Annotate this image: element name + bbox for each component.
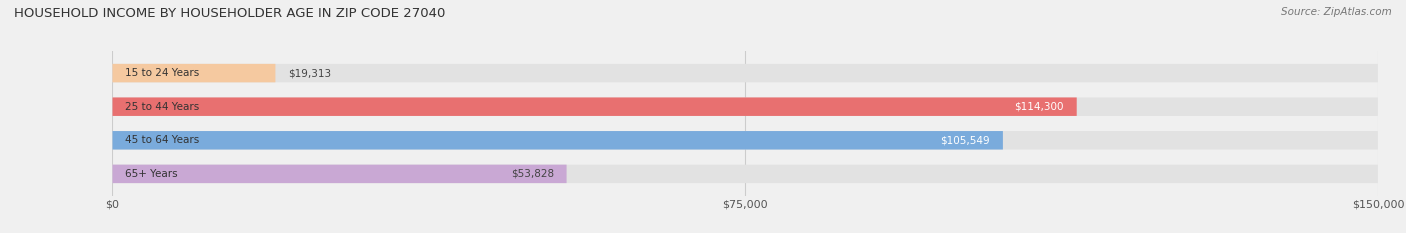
FancyBboxPatch shape <box>112 131 1378 150</box>
FancyBboxPatch shape <box>112 64 1378 82</box>
FancyBboxPatch shape <box>112 97 1378 116</box>
Text: $19,313: $19,313 <box>288 68 332 78</box>
FancyBboxPatch shape <box>112 165 567 183</box>
Text: 65+ Years: 65+ Years <box>125 169 177 179</box>
Text: Source: ZipAtlas.com: Source: ZipAtlas.com <box>1281 7 1392 17</box>
FancyBboxPatch shape <box>112 64 276 82</box>
Text: HOUSEHOLD INCOME BY HOUSEHOLDER AGE IN ZIP CODE 27040: HOUSEHOLD INCOME BY HOUSEHOLDER AGE IN Z… <box>14 7 446 20</box>
Text: 45 to 64 Years: 45 to 64 Years <box>125 135 200 145</box>
FancyBboxPatch shape <box>112 165 1378 183</box>
Text: 15 to 24 Years: 15 to 24 Years <box>125 68 200 78</box>
Text: 25 to 44 Years: 25 to 44 Years <box>125 102 200 112</box>
FancyBboxPatch shape <box>112 131 1002 150</box>
Text: $105,549: $105,549 <box>941 135 990 145</box>
Text: $114,300: $114,300 <box>1015 102 1064 112</box>
FancyBboxPatch shape <box>112 97 1077 116</box>
Text: $53,828: $53,828 <box>510 169 554 179</box>
